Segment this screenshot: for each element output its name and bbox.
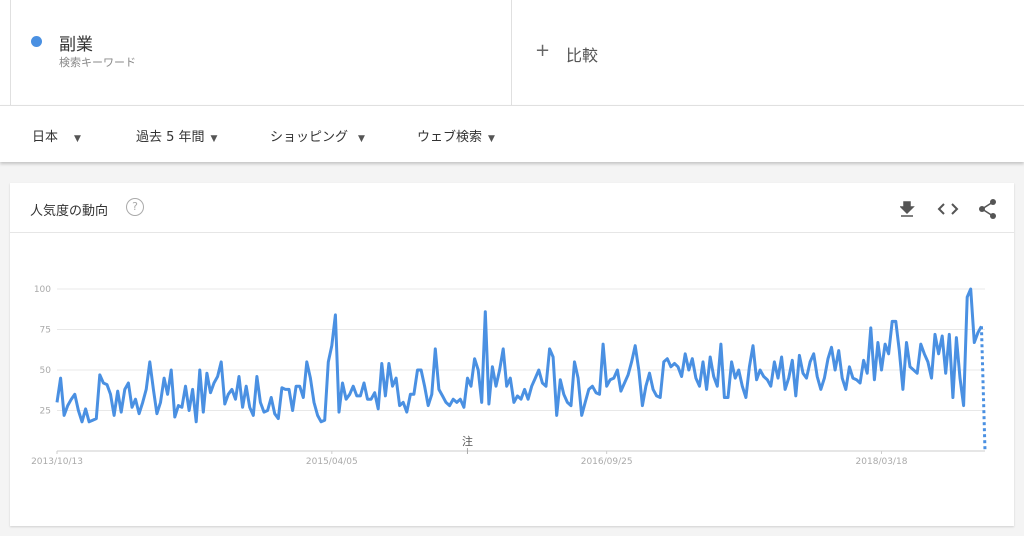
x-tick-label: 2016/09/25: [581, 457, 633, 467]
filter-label: 日本: [32, 130, 59, 145]
header: 副業 検索キーワード + 比較: [0, 0, 1024, 105]
plus: +: [535, 40, 551, 61]
compare[interactable]: 比較: [566, 46, 599, 65]
term-dot: [31, 36, 42, 47]
y-tick-label: 100: [34, 285, 51, 295]
help-icon[interactable]: ?: [126, 198, 144, 216]
filter-type[interactable]: ウェブ検索 ▼: [417, 130, 495, 145]
filter-label: ショッピング: [270, 130, 349, 145]
x-tick-label: 2015/04/05: [306, 457, 358, 467]
y-tick-label: 75: [40, 326, 51, 336]
card-title: 人気度の動向: [30, 204, 109, 219]
card-icons: [900, 199, 996, 219]
term-type: 検索キーワード: [59, 56, 136, 69]
filter-label: ウェブ検索: [417, 130, 483, 145]
term-box[interactable]: 副業 検索キーワード: [10, 0, 512, 105]
term: 副業: [59, 35, 93, 55]
filter-time[interactable]: 過去 5 年間 ▼: [136, 130, 218, 145]
annotation: 注: [462, 434, 473, 448]
divider: [10, 232, 1014, 233]
embed-icon[interactable]: [937, 203, 959, 215]
y-tick-label: 50: [40, 366, 52, 376]
filter-category[interactable]: ショッピング ▼: [270, 130, 365, 145]
filter-region[interactable]: 日本 ▼: [32, 130, 81, 145]
download-icon[interactable]: [900, 201, 915, 217]
share-icon[interactable]: [979, 199, 996, 219]
y-tick-label: 25: [40, 407, 51, 417]
x-tick-label: 2018/03/18: [856, 457, 908, 467]
x-tick-label: 2013/10/13: [31, 457, 83, 467]
partial-line: [979, 326, 987, 452]
filters: 日本 ▼ 過去 5 年間 ▼ ショッピング ▼ ウェブ検索 ▼: [0, 105, 1024, 162]
trend-line: [55, 287, 987, 452]
card: 人気度の動向 ?: [10, 183, 1014, 526]
filter-label: 過去 5 年間: [136, 130, 205, 145]
